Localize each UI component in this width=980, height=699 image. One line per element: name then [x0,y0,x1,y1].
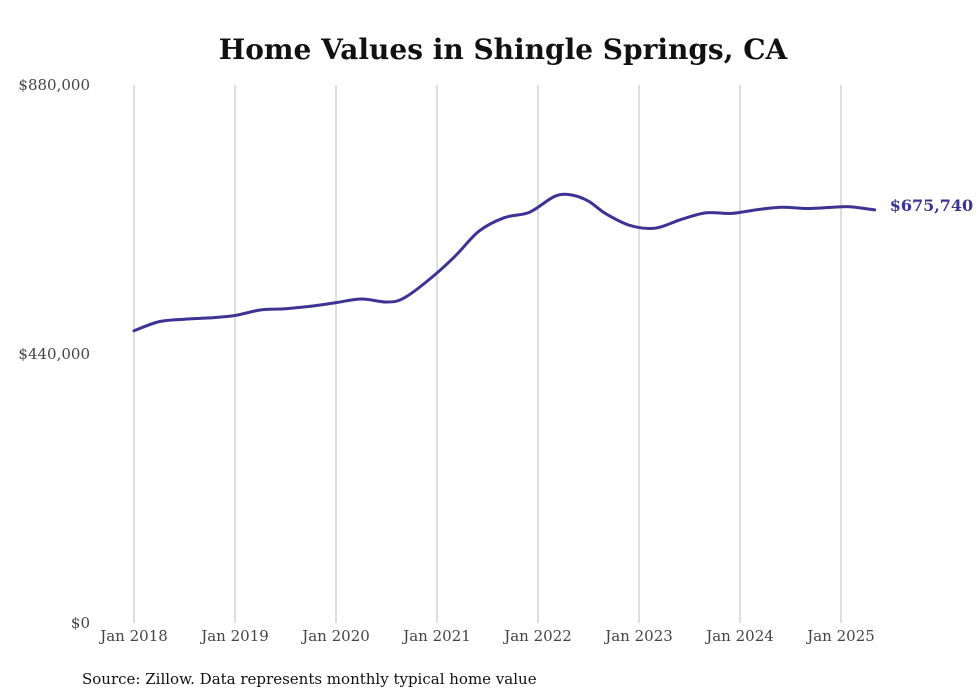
x-tick-label: Jan 2020 [300,627,370,645]
x-tick-label: Jan 2022 [502,627,572,645]
x-tick-label: Jan 2024 [704,627,774,645]
gridlines [133,85,842,623]
x-tick-label: Jan 2023 [603,627,673,645]
source-note: Source: Zillow. Data represents monthly … [82,670,537,688]
series-line-0 [132,192,877,333]
y-axis-ticks: $0 $440,000 $880,000 [18,76,90,632]
last-value-label: $675,740 [890,196,974,215]
x-axis-ticks: Jan 2018 Jan 2019 Jan 2020 Jan 2021 Jan 2022… [98,627,875,645]
y-tick-label: $880,000 [18,76,90,94]
series-lines [132,192,877,333]
chart-title: Home Values in Shingle Springs, CA [219,33,789,66]
x-tick-label: Jan 2021 [401,627,471,645]
y-tick-label: $0 [71,614,90,632]
x-tick-label: Jan 2019 [199,627,269,645]
y-tick-label: $440,000 [18,345,90,363]
x-tick-label: Jan 2025 [805,627,875,645]
x-tick-label: Jan 2018 [98,627,168,645]
